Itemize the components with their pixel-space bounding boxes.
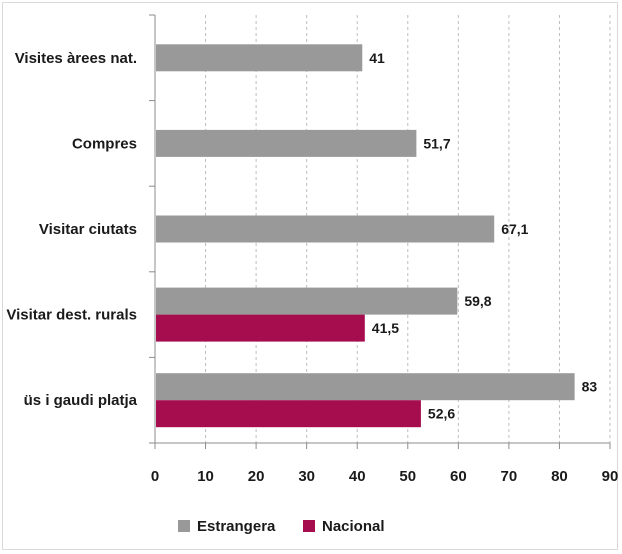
x-tick-label: 20	[248, 468, 265, 485]
bar-estrangera	[156, 373, 575, 401]
data-label: 51,7	[423, 135, 450, 151]
bar-estrangera	[156, 287, 458, 315]
data-label: 67,1	[501, 221, 528, 237]
bar-estrangera	[156, 215, 495, 243]
x-tick-label: 90	[602, 468, 619, 485]
category-label: Visitar dest. rurals	[6, 307, 137, 324]
data-label: 41	[369, 50, 385, 66]
x-tick-label: 0	[151, 468, 159, 485]
bar-nacional	[156, 400, 421, 428]
bar-estrangera	[156, 129, 417, 157]
legend-label-nacional: Nacional	[322, 518, 385, 535]
bar-estrangera	[156, 44, 363, 72]
x-tick-label: 30	[298, 468, 315, 485]
x-tick-label: 70	[501, 468, 518, 485]
bar-nacional	[156, 314, 365, 342]
category-label: Visitar ciutats	[39, 221, 137, 238]
data-label: 41,5	[372, 320, 399, 336]
chart-frame	[2, 2, 618, 550]
x-tick-label: 80	[551, 468, 568, 485]
x-tick-label: 60	[450, 468, 467, 485]
legend-swatch-estrangera	[178, 520, 190, 532]
category-label: üs i gaudi platja	[24, 392, 138, 409]
legend-label-estrangera: Estrangera	[197, 518, 276, 535]
x-tick-label: 40	[349, 468, 366, 485]
data-label: 59,8	[464, 293, 491, 309]
category-label: Compres	[72, 135, 137, 152]
data-label: 52,6	[428, 406, 455, 422]
legend-swatch-nacional	[303, 520, 315, 532]
data-label: 83	[582, 379, 598, 395]
x-tick-label: 10	[197, 468, 214, 485]
x-tick-label: 50	[399, 468, 416, 485]
category-label: Visites àrees nat.	[15, 50, 137, 67]
